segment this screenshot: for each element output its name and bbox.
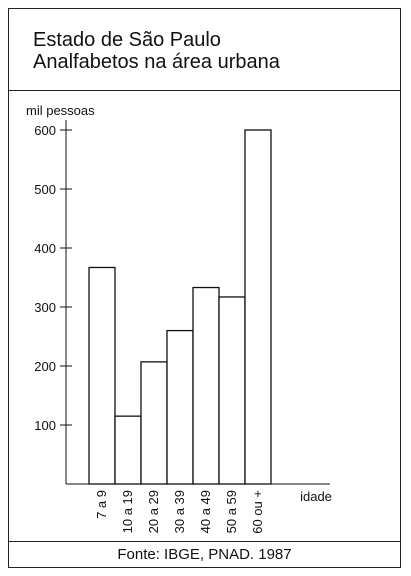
x-category-label: 10 a 19 xyxy=(120,490,135,533)
x-category-label: 20 a 29 xyxy=(146,490,161,533)
bar xyxy=(114,415,142,485)
category-labels: 7 a 9 10 a 19 20 a 29 30 a 39 40 a 49 50 a 59… xyxy=(94,490,265,534)
bar xyxy=(192,286,220,485)
bar xyxy=(244,129,272,485)
y-tick-label: 400 xyxy=(34,241,56,256)
y-tick-label: 200 xyxy=(34,359,56,374)
bar xyxy=(218,296,246,485)
y-axis-label: mil pessoas xyxy=(26,103,95,118)
y-tick-label: 300 xyxy=(34,300,56,315)
chart-header: Estado de São Paulo Analfabetos na área … xyxy=(9,9,400,91)
bar xyxy=(166,329,194,485)
y-tick-label: 600 xyxy=(34,123,56,138)
x-category-label: 30 a 39 xyxy=(172,490,187,533)
y-tick-label: 100 xyxy=(34,418,56,433)
x-category-label: 60 ou + xyxy=(250,490,265,534)
y-tick-label: 500 xyxy=(34,182,56,197)
x-category-label: 50 a 59 xyxy=(224,490,239,533)
source-caption: Fonte: IBGE, PNAD. 1987 xyxy=(9,541,400,567)
x-category-label: 7 a 9 xyxy=(94,490,109,519)
bars xyxy=(88,129,272,485)
x-category-label: 40 a 49 xyxy=(198,490,213,533)
chart-frame: Estado de São Paulo Analfabetos na área … xyxy=(8,8,401,568)
y-axis-ticks: 100 200 300 400 500 600 xyxy=(34,123,72,433)
bar xyxy=(88,266,116,485)
bar xyxy=(140,361,168,485)
chart-title-line-2: Analfabetos na área urbana xyxy=(33,51,280,73)
chart-title-line-1: Estado de São Paulo xyxy=(33,29,221,51)
x-axis-label: idade xyxy=(300,489,332,504)
